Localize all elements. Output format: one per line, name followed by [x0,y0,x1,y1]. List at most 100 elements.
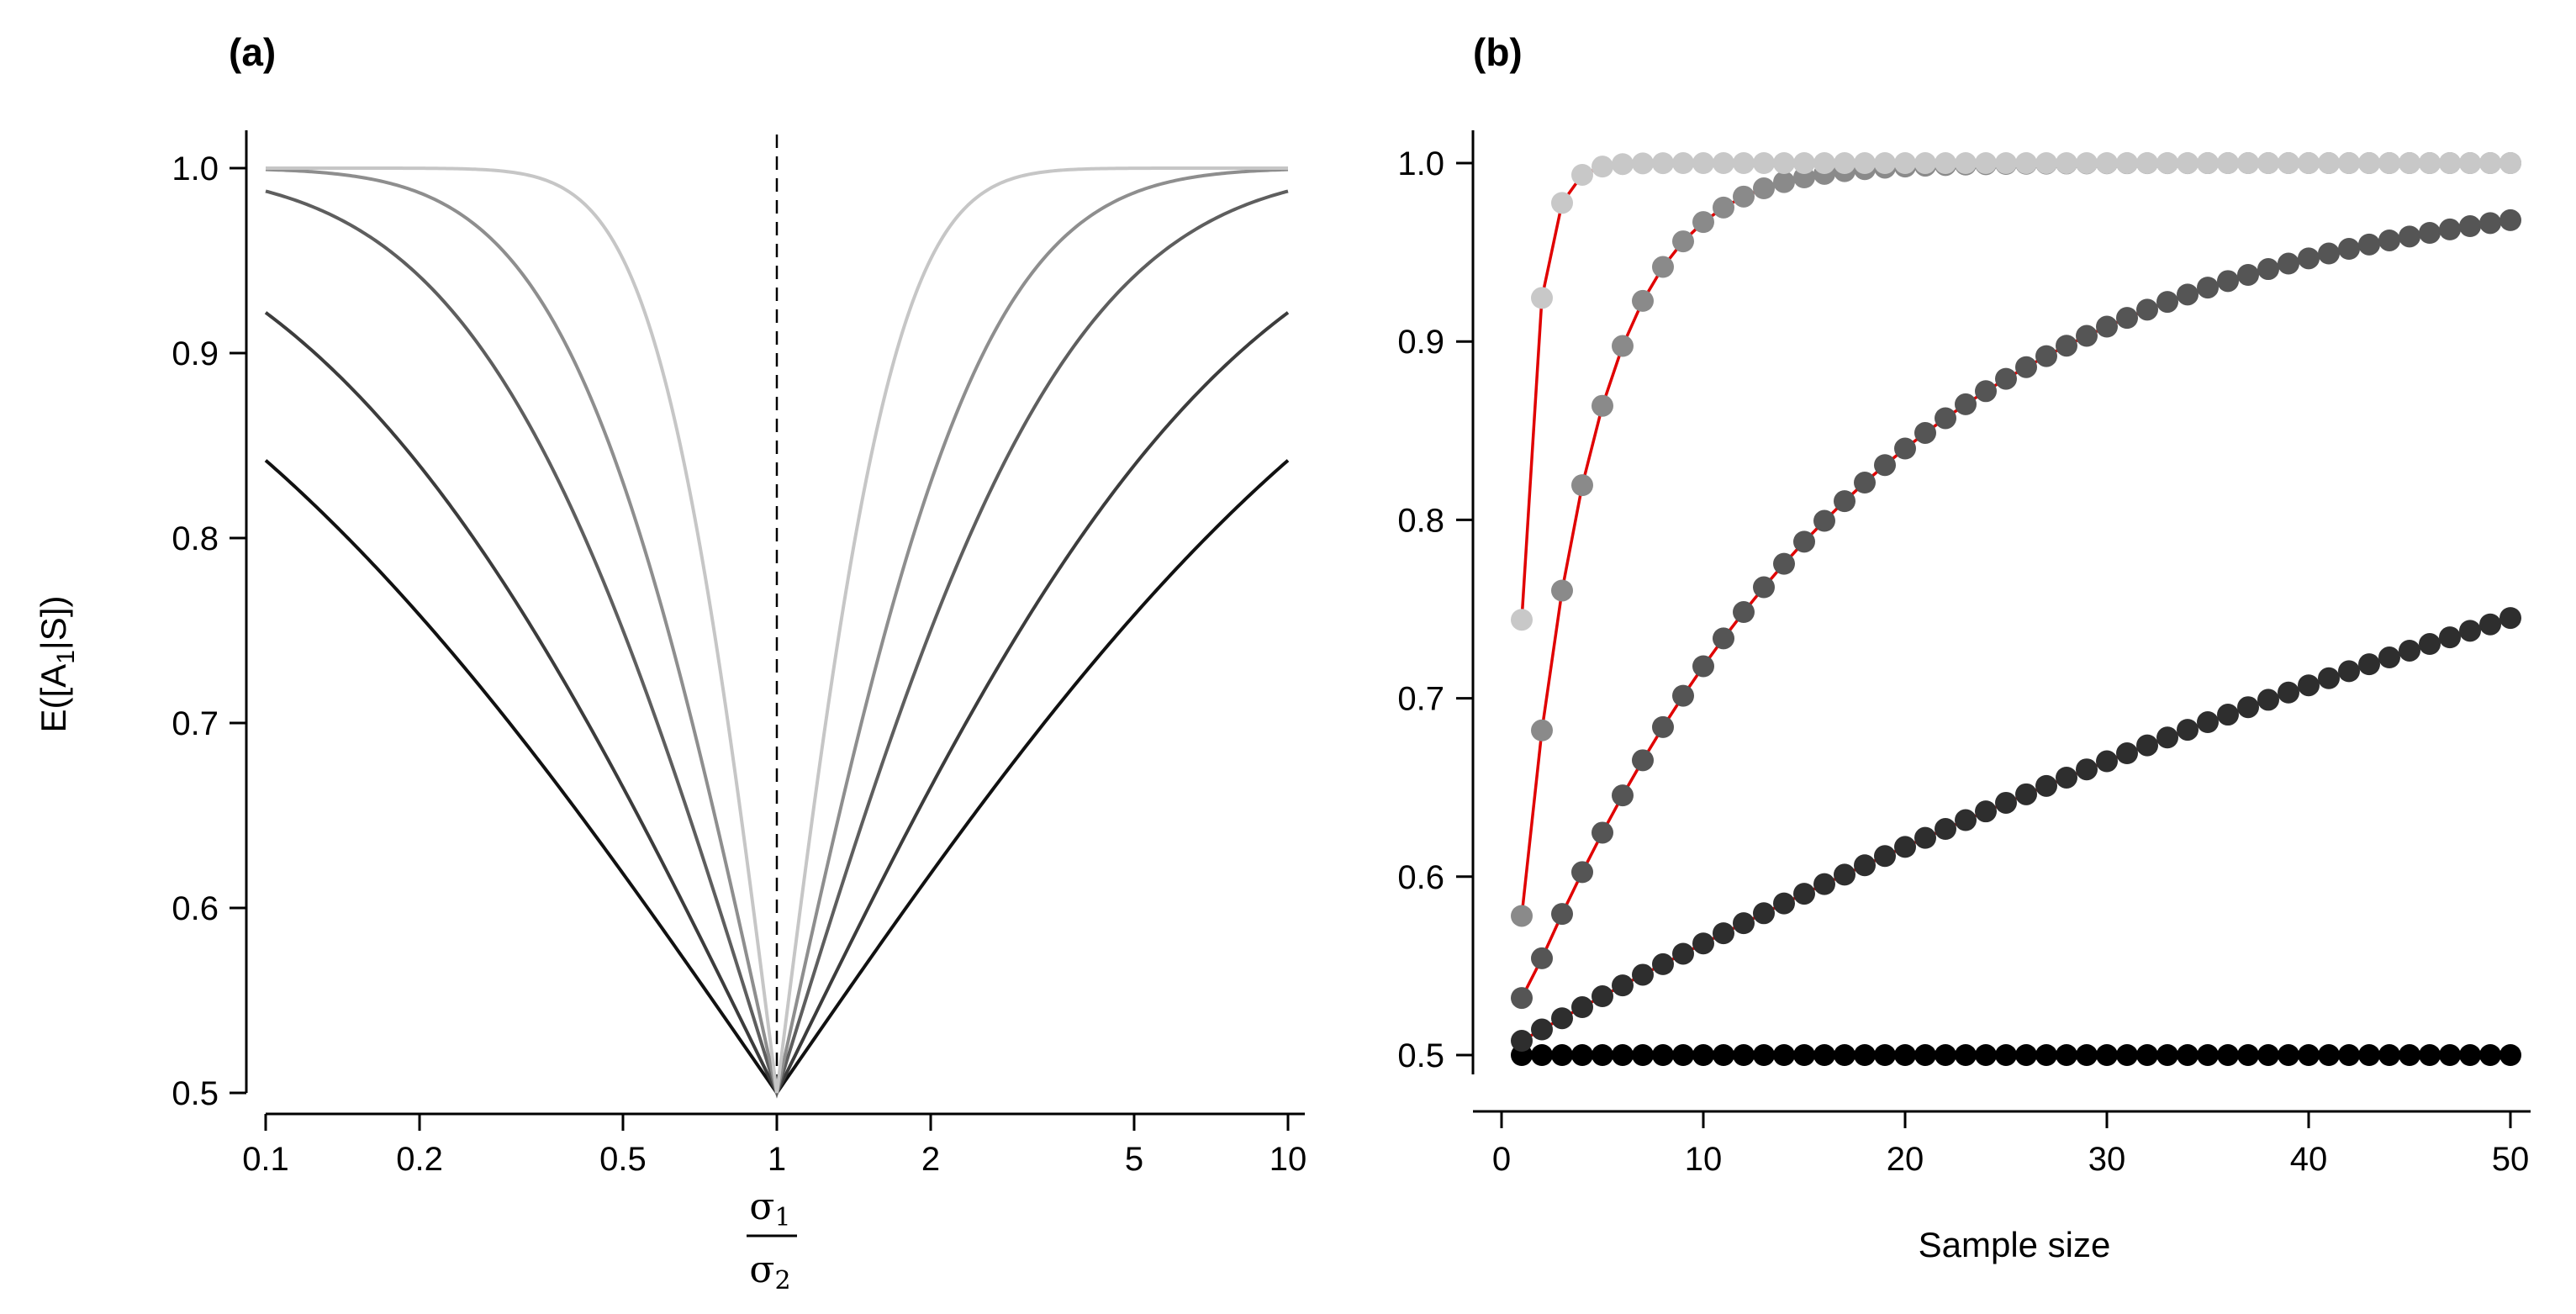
b-point [2076,758,2098,781]
b-point [2136,152,2158,174]
b-point [2298,674,2320,697]
b-point [2056,152,2077,174]
b-point [2419,1044,2441,1066]
b-point [1551,1007,1573,1030]
x-title-numerator: σ1 [749,1185,790,1232]
b-point [2499,208,2521,231]
b-point [2237,696,2259,719]
b-point [1672,152,1694,175]
panel-a-label: (a) [229,30,276,74]
b-point [1813,152,1835,174]
b-point [2499,152,2521,174]
b-point [1975,1044,1997,1066]
b-x-tick-label: 30 [2088,1141,2126,1178]
b-point [2439,626,2461,649]
b-point [2136,1044,2158,1066]
b-point [1592,156,1613,178]
b-point [2096,750,2118,773]
b-point [1733,152,1755,174]
b-point [1894,836,1916,858]
b-point [2237,263,2259,286]
panel-a: (a) 0.5 0.6 0.7 0.8 0.9 1.0 0.1 0.2 0.5 1 2 5 10 E(… [34,30,1306,1296]
b-point [1692,1044,1714,1066]
b-point [1894,437,1916,460]
b-point [2156,726,2178,749]
b-point [1793,530,1815,553]
b-y-tick-label: 0.5 [1397,1037,1444,1074]
a-x-tick-label: 10 [1270,1141,1307,1178]
b-point [1632,152,1654,175]
b-series-ratio=0.9 [1511,607,2521,1053]
b-point [1511,1030,1533,1053]
b-point [2156,152,2178,174]
b-point [1692,655,1714,678]
b-point [1733,912,1755,935]
b-x-tick-label: 40 [2290,1141,2328,1178]
b-point [1713,627,1734,650]
b-point [1612,335,1634,357]
b-point [2338,152,2360,174]
b-point [1511,905,1533,927]
b-fit-ratio=0.2 [1520,161,2510,620]
b-point [1813,1044,1835,1066]
b-point [2096,1044,2118,1066]
b-point [1914,421,1936,444]
a-y-tick-label: 0.5 [172,1075,219,1112]
b-point [2399,1044,2420,1066]
a-x-tick-label: 1 [768,1141,786,1178]
b-point [2399,639,2420,662]
b-point [2257,1044,2279,1066]
b-point [1531,1044,1553,1066]
b-point [2217,270,2239,293]
b-point [2177,1044,2199,1066]
b-fit-ratio=0.5 [1520,161,2128,916]
b-point [2419,633,2441,656]
b-point [1793,152,1815,174]
b-point [1612,153,1634,176]
b-point [1975,152,1997,174]
b-point [2479,613,2501,636]
a-y-tick-label: 0.8 [172,520,219,557]
b-point [2499,1044,2521,1066]
b-point [1713,922,1734,945]
b-point [1753,152,1775,174]
b-point [2257,152,2279,174]
b-point [2177,283,2199,306]
panel-b-x-axis-title: Sample size [1919,1225,2111,1264]
b-point [2378,152,2400,174]
b-point [2459,1044,2481,1066]
b-point [1511,609,1533,631]
b-point [1652,152,1674,175]
b-point [2459,215,2481,238]
b-point [1571,861,1593,884]
b-point [1793,1044,1815,1066]
panel-b: (b) 0.5 0.6 0.7 0.8 0.9 1.0 0 10 20 30 40 50 Sampl… [1397,30,2531,1264]
b-point [2116,152,2138,174]
b-point [2257,258,2279,281]
b-point [2237,1044,2259,1066]
b-series-ratio=1 [1511,1044,2521,1066]
b-point [1874,152,1896,174]
b-point [2278,252,2299,275]
b-point [2338,660,2360,683]
b-y-tick-label: 0.9 [1397,324,1444,361]
b-point [2015,152,2037,174]
b-point [2338,238,2360,261]
panel-b-y-axis: 0.5 0.6 0.7 0.8 0.9 1.0 [1397,130,1475,1074]
a-y-tick-label: 0.7 [172,705,219,742]
a-x-tick-label: 0.2 [396,1141,443,1178]
b-point [1592,985,1613,1008]
b-point [1854,152,1876,174]
b-point [1773,152,1795,174]
b-point [1612,784,1634,807]
b-point [2015,356,2037,378]
b-point [2298,247,2320,270]
b-point [1713,152,1734,174]
b-point [1995,367,2017,390]
b-point [2479,212,2501,235]
b-point [1914,1044,1936,1066]
b-point [1733,1044,1755,1066]
a-x-tick-label: 0.5 [599,1141,647,1178]
b-point [1571,474,1593,497]
panel-a-y-axis-title: E([A1|S]) [34,596,80,733]
